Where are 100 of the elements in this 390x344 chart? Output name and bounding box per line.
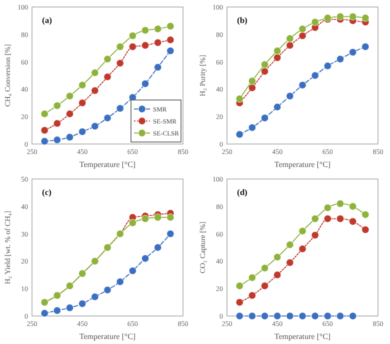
point: [91, 68, 99, 77]
point: [311, 312, 319, 320]
point: [166, 47, 174, 55]
point: [154, 38, 162, 46]
point: [116, 42, 124, 51]
point: [260, 114, 269, 122]
point: [349, 218, 357, 226]
point: [154, 25, 162, 33]
point: [116, 278, 124, 286]
point: [298, 245, 306, 253]
point: [324, 312, 332, 320]
point: [311, 231, 319, 239]
point: [248, 77, 256, 85]
point: [260, 282, 269, 290]
point: [154, 63, 162, 72]
x-axis-title: Temperature [°C]: [274, 160, 331, 169]
point: [141, 214, 150, 223]
point: [349, 202, 357, 210]
point: [53, 306, 61, 314]
point: [324, 62, 332, 70]
point: [141, 42, 150, 50]
point: [53, 102, 61, 110]
point: [141, 80, 150, 88]
point: [91, 122, 99, 130]
point: [286, 312, 294, 320]
point: [78, 99, 86, 107]
point: [166, 22, 174, 30]
point: [236, 282, 244, 290]
point: [141, 254, 150, 262]
point: [166, 230, 174, 238]
point: [362, 42, 370, 51]
point: [324, 214, 332, 223]
point: [248, 292, 256, 300]
point: [128, 219, 136, 227]
point: [66, 110, 74, 118]
point: [236, 298, 244, 306]
point: [336, 200, 344, 208]
point: [274, 103, 282, 111]
point: [336, 214, 344, 223]
point: [40, 110, 48, 118]
point: [349, 48, 357, 56]
point: [298, 25, 306, 33]
point: [66, 304, 74, 312]
annotation: (d): [237, 187, 248, 197]
point: [349, 12, 357, 20]
point: [286, 42, 294, 50]
annotation: (c): [42, 187, 52, 197]
point: [286, 258, 294, 266]
point: [104, 73, 112, 81]
point: [128, 42, 136, 51]
annotation: (b): [237, 15, 248, 25]
point: [91, 293, 99, 301]
point: [236, 130, 244, 138]
point: [78, 128, 86, 136]
annotation: (a): [42, 15, 52, 25]
point: [298, 312, 306, 320]
point: [128, 32, 136, 40]
point: [311, 72, 319, 80]
point: [274, 312, 282, 320]
point: [166, 214, 174, 222]
point: [116, 59, 124, 67]
point: [166, 36, 174, 44]
point: [66, 92, 74, 100]
point: [298, 81, 306, 89]
point: [141, 26, 150, 34]
point: [78, 300, 86, 308]
point: [104, 286, 112, 294]
point: [349, 312, 357, 320]
point: [274, 47, 282, 55]
point: [104, 114, 112, 122]
point: [236, 94, 244, 103]
point: [40, 309, 48, 318]
point: [78, 81, 86, 89]
point: [274, 54, 282, 62]
point: [154, 214, 162, 222]
point: [248, 84, 256, 92]
point: [128, 266, 136, 275]
point: [248, 312, 256, 320]
point: [260, 60, 269, 68]
point: [274, 253, 282, 261]
point: [260, 312, 269, 320]
point: [298, 227, 306, 235]
point: [362, 226, 370, 234]
point: [311, 18, 319, 26]
point: [324, 204, 332, 212]
point: [53, 120, 61, 128]
point: [298, 32, 306, 40]
point: [260, 264, 269, 272]
point: [104, 55, 112, 63]
point: [154, 244, 162, 252]
x-axis-title: Temperature [°C]: [79, 160, 136, 169]
point: [260, 68, 269, 76]
point: [236, 312, 244, 320]
point: [362, 210, 370, 218]
point: [362, 14, 370, 22]
point: [66, 133, 74, 141]
point: [336, 55, 344, 63]
point: [286, 240, 294, 249]
point: [336, 12, 344, 20]
x-axis-title: Temperature [°C]: [274, 332, 331, 341]
